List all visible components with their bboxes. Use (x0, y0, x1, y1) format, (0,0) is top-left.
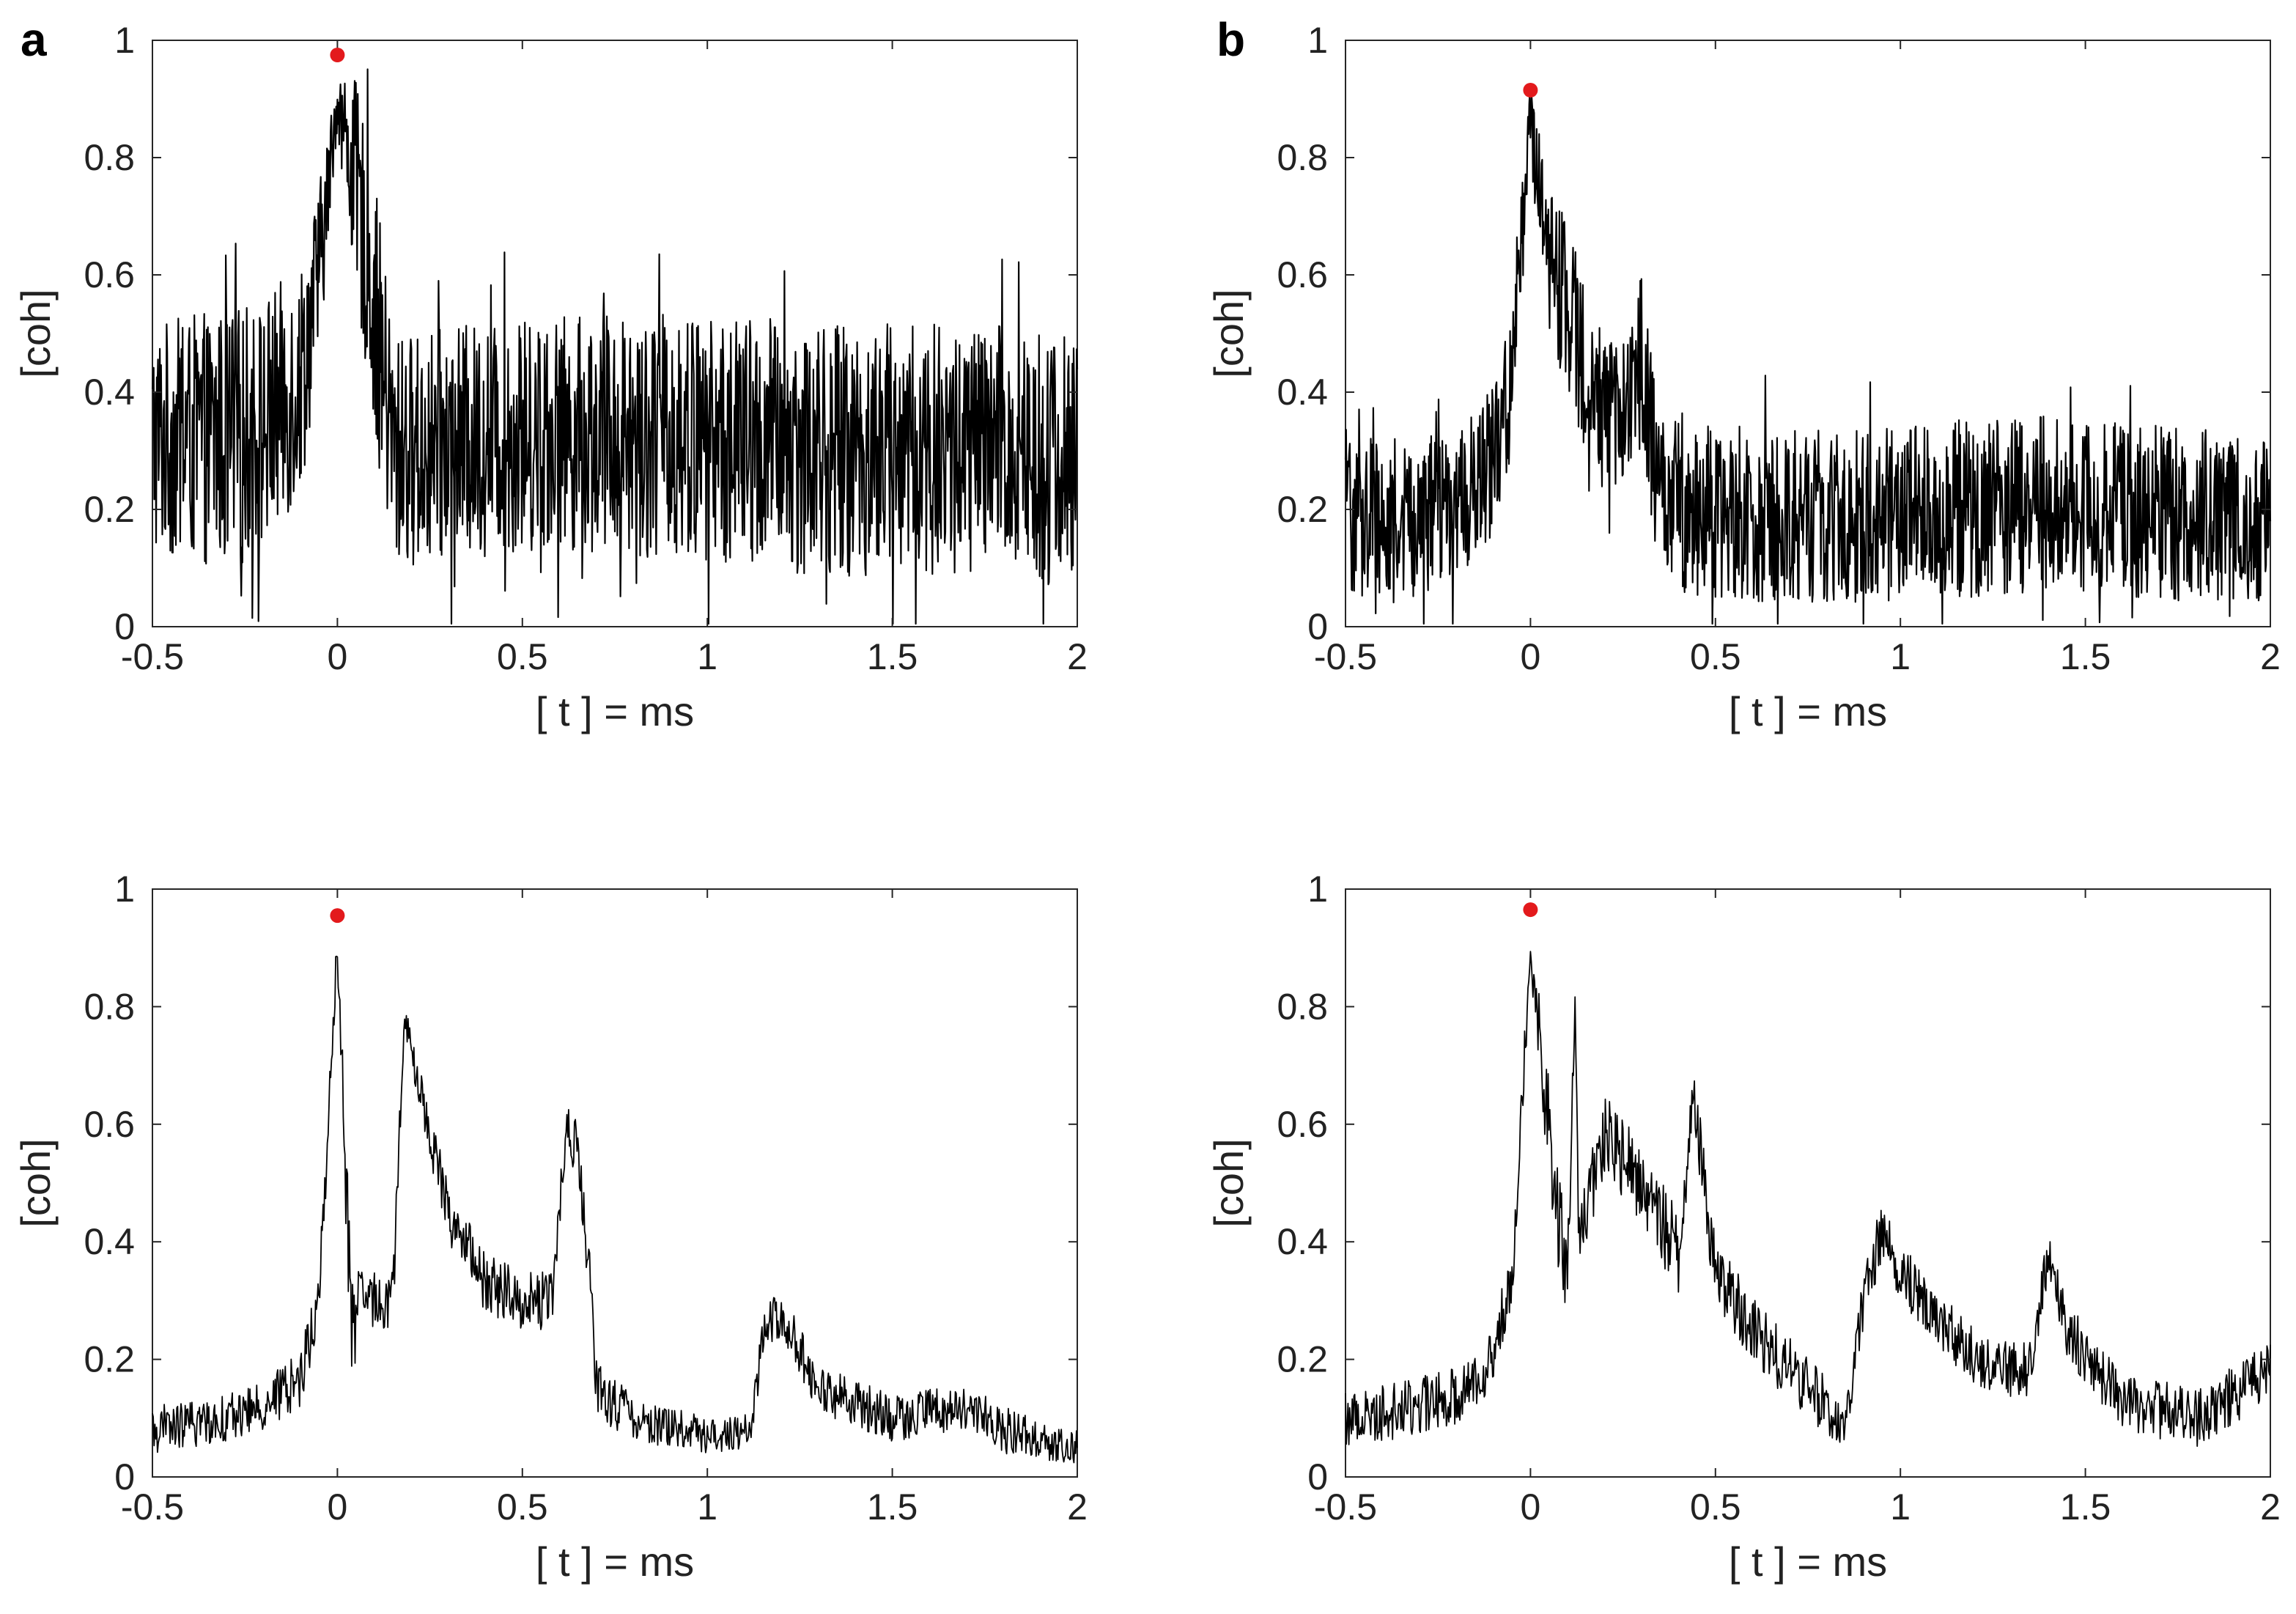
x-tick-label: 1.5 (2060, 636, 2111, 677)
y-tick-label: 0.4 (1277, 1221, 1328, 1262)
x-axis-label: [ t ] = ms (536, 688, 694, 734)
y-tick-label: 0.2 (1277, 489, 1328, 530)
peak-marker (1523, 902, 1538, 918)
x-tick-label: 1.5 (2060, 1486, 2111, 1528)
y-tick-label: 0.6 (84, 1104, 135, 1145)
x-tick-label: 0.5 (497, 1486, 548, 1528)
panel-label-a: a (21, 13, 47, 66)
x-tick-label: 2 (1067, 636, 1088, 677)
chart-1: -0.5 0 0.5 1 1.5 200.20.40.60.81[ t ] = ms[co… (12, 20, 1088, 734)
peak-marker (1523, 83, 1538, 97)
y-tick-label: 0.6 (84, 254, 135, 295)
x-tick-label: 0 (1520, 636, 1540, 677)
peak-marker (330, 908, 345, 924)
y-tick-label: 0.8 (1277, 986, 1328, 1027)
x-tick-label: 0 (327, 1486, 347, 1528)
x-tick-label: 0 (1520, 1486, 1540, 1528)
y-tick-label: 0.8 (84, 986, 135, 1027)
chart-2: -0.5 0 0.5 1 1.5 200.20.40.60.81[ t ] = ms[co… (1206, 20, 2281, 734)
x-axis-label: [ t ] = ms (1729, 688, 1887, 734)
y-tick-label: 1 (1307, 20, 1328, 61)
x-tick-label: 1 (697, 1486, 717, 1528)
y-axis-label: [coh] (1206, 289, 1252, 377)
peak-marker (330, 48, 345, 62)
y-tick-label: 0.4 (84, 372, 135, 413)
x-tick-label: -0.5 (1314, 636, 1377, 677)
y-tick-label: 1 (114, 869, 135, 910)
x-axis-label: [ t ] = ms (1729, 1539, 1887, 1585)
x-axis-label: [ t ] = ms (536, 1539, 694, 1585)
x-tick-label: 0.5 (1690, 1486, 1741, 1528)
y-tick-label: 0.4 (1277, 372, 1328, 413)
x-tick-label: -0.5 (121, 1486, 184, 1528)
x-tick-label: 1 (1890, 636, 1911, 677)
y-tick-label: 0 (114, 606, 135, 647)
data-series-line (151, 68, 1079, 625)
x-tick-label: 0.5 (1690, 636, 1741, 677)
x-tick-label: 1 (697, 636, 717, 677)
y-axis-label: [coh] (1206, 1138, 1252, 1227)
x-tick-label: 1 (1890, 1486, 1911, 1528)
data-series-line (1344, 89, 2272, 625)
y-tick-label: 0.8 (1277, 137, 1328, 178)
y-tick-label: 0 (1307, 1456, 1328, 1497)
y-axis-label: [coh] (12, 1138, 59, 1227)
x-tick-label: 2 (1067, 1486, 1088, 1528)
y-tick-label: 1 (114, 20, 135, 61)
y-tick-label: 0 (1307, 606, 1328, 647)
y-tick-label: 0.2 (84, 489, 135, 530)
y-tick-label: 0.2 (84, 1339, 135, 1380)
x-tick-label: 1.5 (867, 636, 918, 677)
y-tick-label: 0.8 (84, 137, 135, 178)
x-tick-label: 2 (2260, 636, 2281, 677)
y-tick-label: 0.4 (84, 1221, 135, 1262)
y-tick-label: 0.2 (1277, 1339, 1328, 1380)
chart-4: -0.5 0 0.5 1 1.5 200.20.40.60.81[ t ] = ms[co… (1206, 869, 2281, 1585)
y-axis-label: [coh] (12, 289, 59, 377)
y-tick-label: 0.6 (1277, 1104, 1328, 1145)
plot-area (152, 888, 1078, 1478)
y-tick-label: 0.6 (1277, 254, 1328, 295)
plot-area (1345, 40, 2271, 627)
x-tick-label: 0 (327, 636, 347, 677)
chart-3: -0.5 0 0.5 1 1.5 200.20.40.60.81[ t ] = ms[co… (12, 869, 1088, 1585)
y-tick-label: 1 (1307, 869, 1328, 910)
panel-label-b: b (1217, 13, 1246, 66)
x-tick-label: 1.5 (867, 1486, 918, 1528)
x-tick-label: 0.5 (497, 636, 548, 677)
y-tick-label: 0 (114, 1456, 135, 1497)
x-tick-label: 2 (2260, 1486, 2281, 1528)
data-series-line (1345, 951, 2271, 1447)
x-tick-label: -0.5 (1314, 1486, 1377, 1528)
data-series-line (152, 955, 1078, 1464)
x-tick-label: -0.5 (121, 636, 184, 677)
